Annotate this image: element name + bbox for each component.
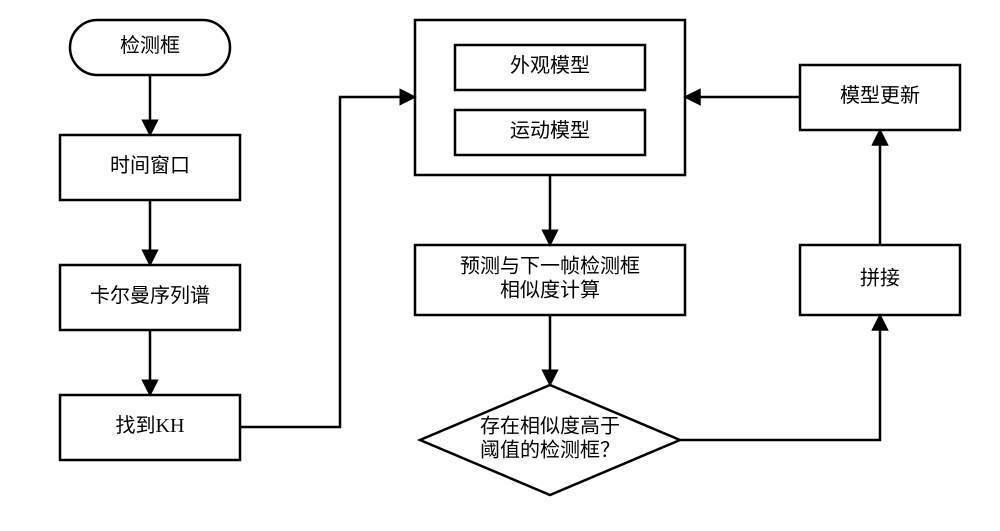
svg-text:阈值的检测框？: 阈值的检测框？ xyxy=(480,439,620,462)
svg-text:找到KH: 找到KH xyxy=(116,414,185,437)
svg-text:存在相似度高于: 存在相似度高于 xyxy=(480,415,620,438)
flowchart-canvas: 检测框时间窗口卡尔曼序列谱找到KH 外观模型运动模型预测与下一帧检测框相似度计算存… xyxy=(0,0,1000,531)
svg-text:拼接: 拼接 xyxy=(860,267,900,290)
svg-text:检测框: 检测框 xyxy=(120,34,180,57)
svg-text:运动模型: 运动模型 xyxy=(510,119,590,142)
edge-decision-to-stitch xyxy=(680,315,880,440)
svg-text:卡尔曼序列谱: 卡尔曼序列谱 xyxy=(90,284,210,307)
svg-text:相似度计算: 相似度计算 xyxy=(500,279,600,302)
edge-find_kh-to-model_outer xyxy=(240,97,415,427)
svg-text:模型更新: 模型更新 xyxy=(840,84,920,107)
svg-text:时间窗口: 时间窗口 xyxy=(110,154,190,177)
svg-text:外观模型: 外观模型 xyxy=(510,54,590,77)
svg-text:预测与下一帧检测框: 预测与下一帧检测框 xyxy=(460,255,640,278)
